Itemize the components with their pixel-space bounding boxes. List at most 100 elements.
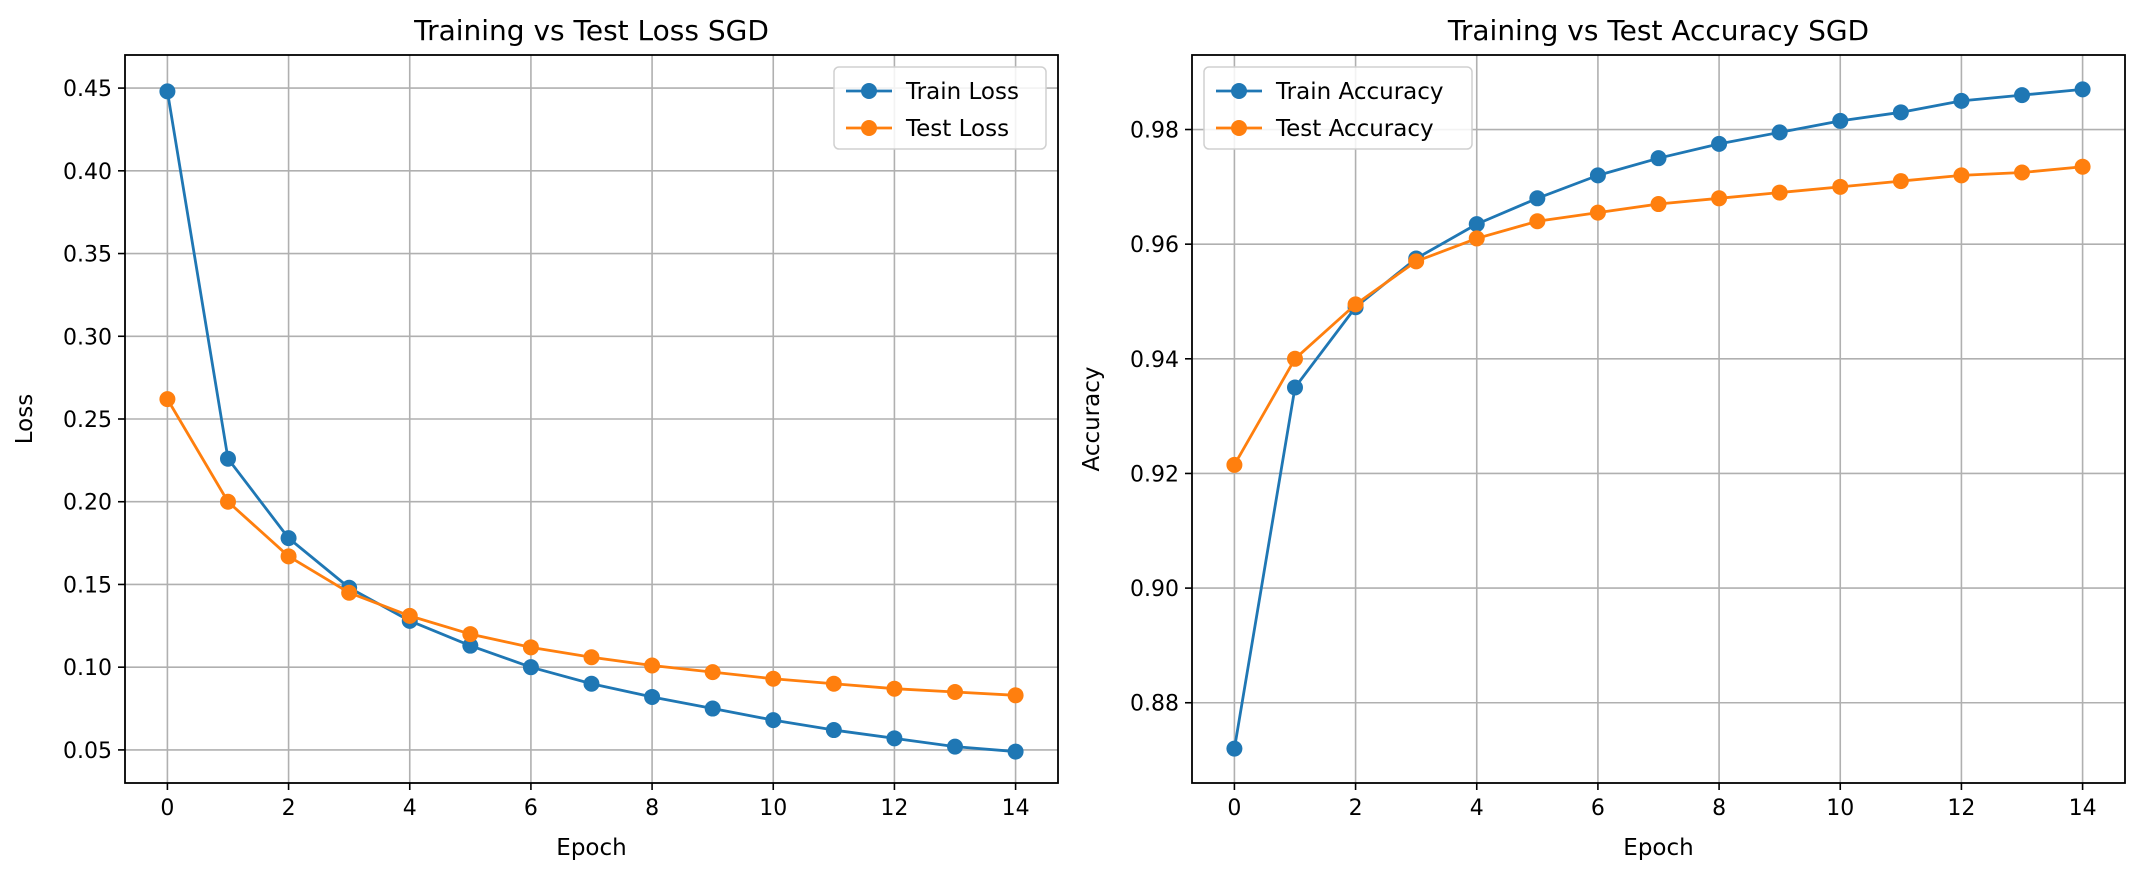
y-tick-label: 0.15 bbox=[63, 573, 112, 598]
x-tick-label: 14 bbox=[2069, 796, 2097, 821]
data-point-test bbox=[2074, 158, 2091, 175]
y-tick-label: 0.10 bbox=[63, 656, 112, 681]
data-point-train bbox=[1771, 124, 1788, 141]
axes-frame bbox=[124, 54, 1059, 784]
data-point-test bbox=[462, 626, 479, 643]
data-point-train bbox=[1953, 92, 1970, 109]
data-point-test bbox=[1953, 167, 1970, 184]
data-point-test bbox=[1892, 173, 1909, 190]
chart-title: Training vs Test Accuracy SGD bbox=[1447, 14, 1869, 47]
x-tick-label: 2 bbox=[1349, 796, 1363, 821]
y-tick-label: 0.96 bbox=[1130, 233, 1179, 258]
y-tick-label: 0.20 bbox=[63, 491, 112, 516]
data-point-train bbox=[159, 83, 176, 100]
y-tick-label: 0.35 bbox=[63, 243, 112, 268]
x-tick-label: 0 bbox=[1227, 796, 1241, 821]
data-point-train bbox=[1226, 740, 1243, 757]
x-tick-label: 2 bbox=[282, 796, 296, 821]
data-point-test bbox=[1832, 178, 1849, 195]
data-point-train bbox=[462, 637, 479, 654]
data-point-test bbox=[704, 664, 721, 681]
data-point-test bbox=[1589, 204, 1606, 221]
data-point-test bbox=[825, 675, 842, 692]
data-point-test bbox=[522, 639, 539, 656]
legend-swatch-marker bbox=[861, 83, 877, 99]
data-point-train bbox=[2014, 87, 2031, 104]
x-tick-label: 8 bbox=[1712, 796, 1726, 821]
data-point-test bbox=[1226, 456, 1243, 473]
data-point-test bbox=[1650, 196, 1667, 213]
data-point-test bbox=[765, 670, 782, 687]
x-tick-label: 12 bbox=[1947, 796, 1975, 821]
data-point-test bbox=[219, 493, 236, 510]
y-tick-label: 0.92 bbox=[1130, 462, 1179, 487]
data-point-test bbox=[644, 657, 661, 674]
x-tick-label: 6 bbox=[1591, 796, 1605, 821]
data-point-test bbox=[1408, 253, 1425, 270]
legend-label: Test Accuracy bbox=[1275, 116, 1434, 142]
data-point-test bbox=[1771, 184, 1788, 201]
x-tick-label: 4 bbox=[1470, 796, 1484, 821]
legend: Train Loss Test Loss bbox=[833, 66, 1047, 150]
data-point-test bbox=[886, 680, 903, 697]
data-point-train bbox=[825, 722, 842, 739]
data-point-train bbox=[1711, 135, 1728, 152]
legend-label: Test Loss bbox=[905, 116, 1009, 142]
y-tick-label: 0.98 bbox=[1130, 119, 1179, 144]
y-tick-label: 0.94 bbox=[1130, 348, 1179, 373]
data-point-test bbox=[583, 649, 600, 666]
data-point-test bbox=[341, 584, 358, 601]
y-tick-label: 0.40 bbox=[63, 160, 112, 185]
x-tick-label: 10 bbox=[759, 796, 787, 821]
x-tick-label: 14 bbox=[1002, 796, 1030, 821]
data-point-train bbox=[1007, 743, 1024, 760]
x-tick-label: 12 bbox=[880, 796, 908, 821]
data-point-test bbox=[280, 548, 297, 565]
data-point-test bbox=[1007, 687, 1024, 704]
data-point-test bbox=[1529, 213, 1546, 230]
data-point-train bbox=[219, 450, 236, 467]
data-point-train bbox=[644, 688, 661, 705]
legend: Train Accuracy Test Accuracy bbox=[1203, 66, 1473, 150]
y-tick-label: 0.88 bbox=[1130, 692, 1179, 717]
y-tick-label: 0.25 bbox=[63, 408, 112, 433]
chart-accuracy: 0 2 4 6 8 10 12 14 0.88 0.90 0.92 0.94 0.96 0.98 Train… bbox=[1079, 14, 2126, 861]
legend-swatch-marker bbox=[861, 120, 877, 136]
legend-label: Train Accuracy bbox=[1275, 79, 1444, 105]
x-tick-label: 0 bbox=[160, 796, 174, 821]
x-tick-label: 6 bbox=[524, 796, 538, 821]
data-point-test bbox=[2014, 164, 2031, 181]
x-tick-label: 10 bbox=[1826, 796, 1854, 821]
series-line-train bbox=[1233, 87, 2083, 749]
legend-label: Train Loss bbox=[905, 79, 1019, 105]
data-point-train bbox=[1832, 112, 1849, 129]
x-axis-label: Epoch bbox=[556, 835, 626, 861]
y-tick-label: 0.30 bbox=[63, 325, 112, 350]
data-point-train bbox=[947, 738, 964, 755]
data-point-test bbox=[1468, 230, 1485, 247]
data-point-train bbox=[1286, 379, 1303, 396]
y-axis-label: Accuracy bbox=[1079, 366, 1105, 471]
data-point-train bbox=[583, 675, 600, 692]
data-point-train bbox=[522, 659, 539, 676]
y-tick-label: 0.90 bbox=[1130, 577, 1179, 602]
data-point-train bbox=[2074, 81, 2091, 98]
data-point-test bbox=[1711, 190, 1728, 207]
data-point-test bbox=[947, 684, 964, 700]
data-point-train bbox=[765, 712, 782, 729]
data-point-test bbox=[401, 607, 418, 624]
data-point-train bbox=[1892, 104, 1909, 121]
data-point-train bbox=[1650, 150, 1667, 167]
legend-box bbox=[1203, 66, 1473, 150]
data-point-train bbox=[1589, 167, 1606, 184]
data-point-test bbox=[1347, 296, 1364, 313]
data-point-test bbox=[159, 391, 176, 408]
data-point-train bbox=[1529, 190, 1546, 207]
data-point-test bbox=[1286, 350, 1303, 367]
data-point-train bbox=[280, 530, 297, 547]
y-tick-label: 0.45 bbox=[63, 77, 112, 102]
data-point-train bbox=[1468, 216, 1485, 233]
y-axis-label: Loss bbox=[12, 394, 38, 444]
x-tick-label: 4 bbox=[403, 796, 417, 821]
data-point-train bbox=[704, 700, 721, 717]
